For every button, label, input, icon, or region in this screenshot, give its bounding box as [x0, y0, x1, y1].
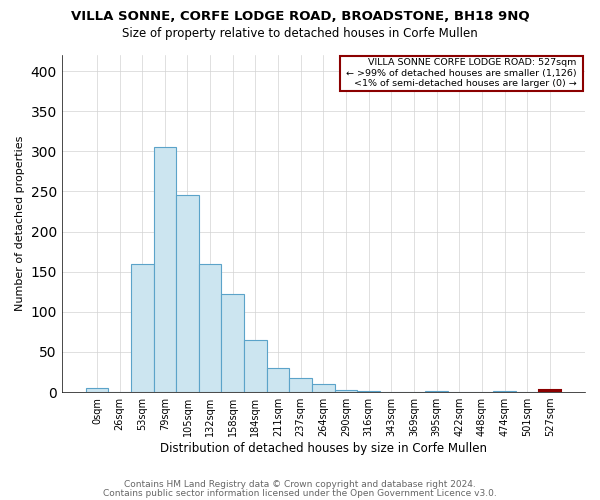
Bar [267, 368, 289, 392]
Bar [131, 264, 154, 392]
Text: VILLA SONNE, CORFE LODGE ROAD, BROADSTONE, BH18 9NQ: VILLA SONNE, CORFE LODGE ROAD, BROADSTON… [71, 10, 529, 23]
Bar [244, 340, 267, 392]
Text: Contains public sector information licensed under the Open Government Licence v3: Contains public sector information licen… [103, 488, 497, 498]
Bar [176, 196, 199, 392]
Bar [289, 378, 312, 392]
Bar [335, 390, 358, 392]
Text: VILLA SONNE CORFE LODGE ROAD: 527sqm 
 ← >99% of detached houses are smaller (1,: VILLA SONNE CORFE LODGE ROAD: 527sqm ← >… [343, 58, 580, 88]
Bar [154, 148, 176, 392]
Bar [221, 294, 244, 392]
Y-axis label: Number of detached properties: Number of detached properties [15, 136, 25, 311]
Text: Contains HM Land Registry data © Crown copyright and database right 2024.: Contains HM Land Registry data © Crown c… [124, 480, 476, 489]
Bar [539, 390, 561, 392]
Bar [312, 384, 335, 392]
Bar [86, 388, 108, 392]
Text: Size of property relative to detached houses in Corfe Mullen: Size of property relative to detached ho… [122, 28, 478, 40]
Bar [199, 264, 221, 392]
X-axis label: Distribution of detached houses by size in Corfe Mullen: Distribution of detached houses by size … [160, 442, 487, 455]
